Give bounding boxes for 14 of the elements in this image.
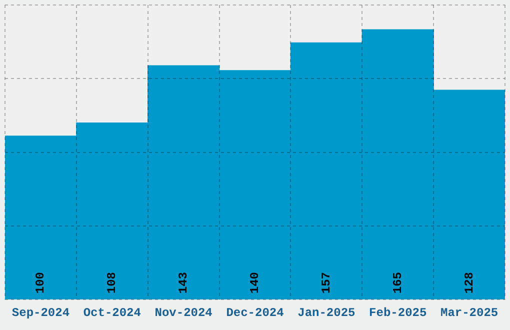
x-tick-label: Nov-2024 — [154, 306, 212, 320]
x-tick-label: Jan-2025 — [298, 306, 356, 320]
data-label: 128 — [462, 272, 476, 294]
x-tick-label: Mar-2025 — [440, 306, 498, 320]
data-label: 143 — [176, 272, 191, 294]
data-label: 165 — [390, 272, 405, 294]
data-label: 140 — [248, 272, 262, 294]
x-tick-label: Oct-2024 — [83, 306, 141, 320]
x-tick-label: Feb-2025 — [369, 306, 427, 320]
data-label: 108 — [105, 272, 120, 294]
x-tick-label: Sep-2024 — [12, 306, 70, 320]
x-tick-label: Dec-2024 — [226, 306, 284, 320]
data-label: 100 — [34, 272, 48, 294]
data-label: 157 — [319, 272, 334, 294]
